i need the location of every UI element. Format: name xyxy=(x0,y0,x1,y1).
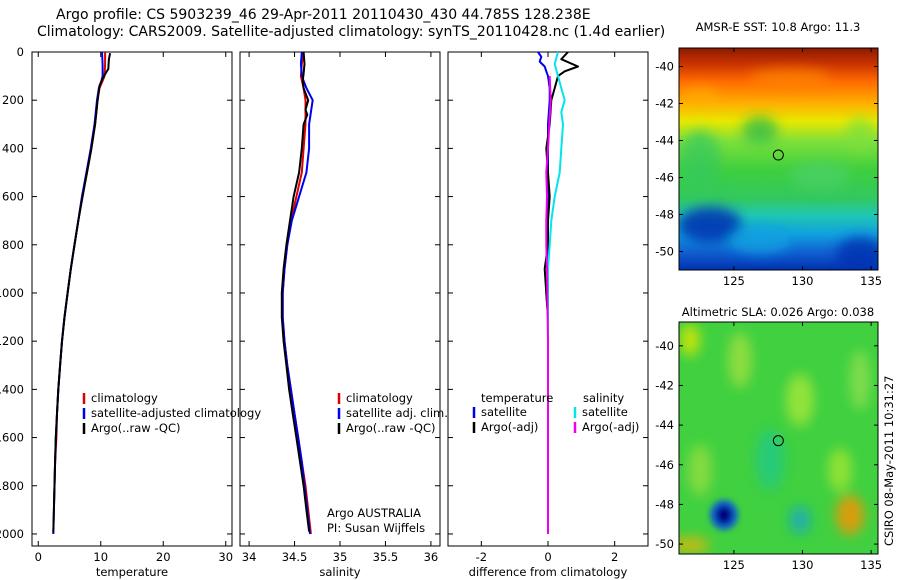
x-tick-label: 10 xyxy=(93,550,108,564)
y-tick-label: -46 xyxy=(655,171,674,185)
y-tick-label: 200 xyxy=(2,93,24,107)
timestamp-side-text: CSIRO 08-May-2011 10:31:27 xyxy=(882,376,896,547)
difference-xlabel: difference from climatology xyxy=(469,565,628,579)
x-tick-label: 125 xyxy=(723,558,745,572)
salinity-panel: 34 34.5 35 35.5 36 salinity xyxy=(239,51,441,579)
y-tick-label: 1800 xyxy=(0,479,24,493)
legend-item: satellite xyxy=(582,405,628,419)
salinity-axes-box xyxy=(239,51,441,547)
sst-map-panel: AMSR-E SST: 10.8 Argo: 11.3 125 130 135 -40… xyxy=(655,20,882,288)
sst-map-title: AMSR-E SST: 10.8 Argo: 11.3 xyxy=(696,20,861,34)
legend-item: satellite-adjusted climatology xyxy=(91,406,261,420)
series-line-argo xyxy=(52,53,112,533)
sla-argo-marker xyxy=(772,435,784,447)
y-tick-label: -42 xyxy=(655,97,674,111)
y-tick-label: -50 xyxy=(655,245,674,259)
x-tick-label: 35.5 xyxy=(373,550,399,564)
y-tick-label: -46 xyxy=(655,458,674,472)
y-tick-label: -40 xyxy=(655,339,674,353)
x-tick-label: 125 xyxy=(723,274,745,288)
x-tick-label: 0 xyxy=(35,550,42,564)
x-tick-label: 35 xyxy=(333,550,348,564)
y-tick-label: 1400 xyxy=(0,382,24,396)
sst-texture xyxy=(679,68,878,270)
series-line-climatology xyxy=(52,52,107,506)
sla-map-title: Altimetric SLA: 0.026 Argo: 0.038 xyxy=(682,305,874,319)
series-line-satellite xyxy=(281,51,314,535)
annotation-line: PI: Susan Wijffels xyxy=(327,521,425,535)
legend-item: satellite adj. clim. xyxy=(346,406,448,420)
y-tick-label: 1600 xyxy=(0,431,24,445)
x-tick-label: 135 xyxy=(860,558,882,572)
figure-title-line1: Argo profile: CS 5903239_46 29-Apr-2011 … xyxy=(56,7,591,23)
y-tick-label: -48 xyxy=(655,208,674,222)
y-tick-label: -40 xyxy=(655,60,674,74)
x-tick-label: 34.5 xyxy=(282,550,308,564)
legend-title: salinity xyxy=(583,391,624,405)
legend-item: satellite xyxy=(481,405,527,419)
x-tick-label: 34 xyxy=(242,550,257,564)
y-tick-label: -50 xyxy=(655,537,674,551)
x-tick-label: 135 xyxy=(860,274,882,288)
y-tick-label: 2000 xyxy=(0,527,24,541)
sst-argo-marker xyxy=(772,149,784,161)
x-tick-label: 2 xyxy=(611,550,618,564)
y-tick-label: 600 xyxy=(2,190,24,204)
temperature-axes-box xyxy=(31,51,233,547)
legend-item: climatology xyxy=(91,391,158,405)
y-tick-label: 800 xyxy=(2,238,24,252)
series-line-argo xyxy=(280,51,311,532)
x-tick-label: 0 xyxy=(544,550,551,564)
sla-map-panel: Altimetric SLA: 0.026 Argo: 0.038 xyxy=(655,305,882,572)
y-tick-label: -44 xyxy=(655,418,674,432)
legend-item: Argo(-adj) xyxy=(582,420,639,434)
legend-title: temperature xyxy=(481,391,553,405)
y-tick-label: 1000 xyxy=(0,286,24,300)
x-tick-label: 130 xyxy=(792,274,814,288)
y-tick-label: -48 xyxy=(655,497,674,511)
y-tick-label: 1200 xyxy=(0,334,24,348)
x-tick-label: -2 xyxy=(476,550,487,564)
series-line-sal_argo xyxy=(545,76,552,534)
y-tick-label: -44 xyxy=(655,134,674,148)
legend-item: climatology xyxy=(346,391,413,405)
figure-title-line2: Climatology: CARS2009. Satellite-adjuste… xyxy=(37,24,666,40)
salinity-xlabel: salinity xyxy=(319,565,360,579)
x-tick-label: 20 xyxy=(156,550,171,564)
legend-item: Argo(..raw -QC) xyxy=(91,421,181,435)
series-line-climatology xyxy=(281,51,312,535)
y-tick-label: 400 xyxy=(2,141,24,155)
y-tick-label: -42 xyxy=(655,378,674,392)
y-tick-label: 0 xyxy=(17,45,24,59)
x-tick-label: 30 xyxy=(218,550,233,564)
x-tick-label: 130 xyxy=(792,558,814,572)
x-tick-label: 36 xyxy=(424,550,439,564)
legend-item: Argo(..raw -QC) xyxy=(346,421,436,435)
annotation-line: Argo AUSTRALIA xyxy=(327,506,421,520)
temperature-xlabel: temperature xyxy=(96,565,168,579)
temperature-panel: 0 200 400 600 800 1000 1200 1400 1600 1800 2000 0 10… xyxy=(0,45,233,579)
legend-item: Argo(-adj) xyxy=(481,420,538,434)
